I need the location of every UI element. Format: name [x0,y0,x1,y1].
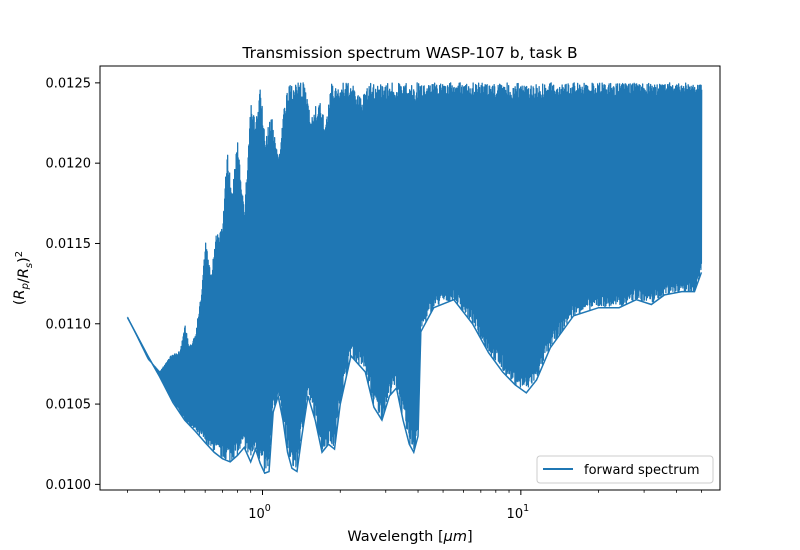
y-tick-label: 0.0100 [46,478,92,493]
axes-frame [99,65,721,491]
y-axis-label: (Rp/Rs)2 [12,251,35,305]
y-tick-label: 0.0115 [46,237,92,252]
y-tick-label: 0.0110 [46,317,92,332]
axes-ticks: 0.0100 0.0105 0.0110 0.0115 0.0120 0.0125 100 1… [46,76,702,522]
spectrum-line-forward-spectrum [127,82,703,472]
legend: forward spectrum [536,455,714,484]
plot-area [126,82,703,475]
spectrum-lower-envelope [126,272,703,475]
y-tick-label: 0.0120 [46,157,92,172]
chart-title: Transmission spectrum WASP-107 b, task B [241,44,577,62]
legend-label-forward-spectrum: forward spectrum [584,463,700,478]
y-tick-label: 0.0125 [46,76,92,91]
x-tick-label: 101 [507,503,530,522]
y-tick-label: 0.0105 [46,398,92,413]
legend-box [536,455,714,484]
x-axis-label: Wavelength [μm] [347,529,472,545]
x-tick-label: 100 [248,503,271,522]
